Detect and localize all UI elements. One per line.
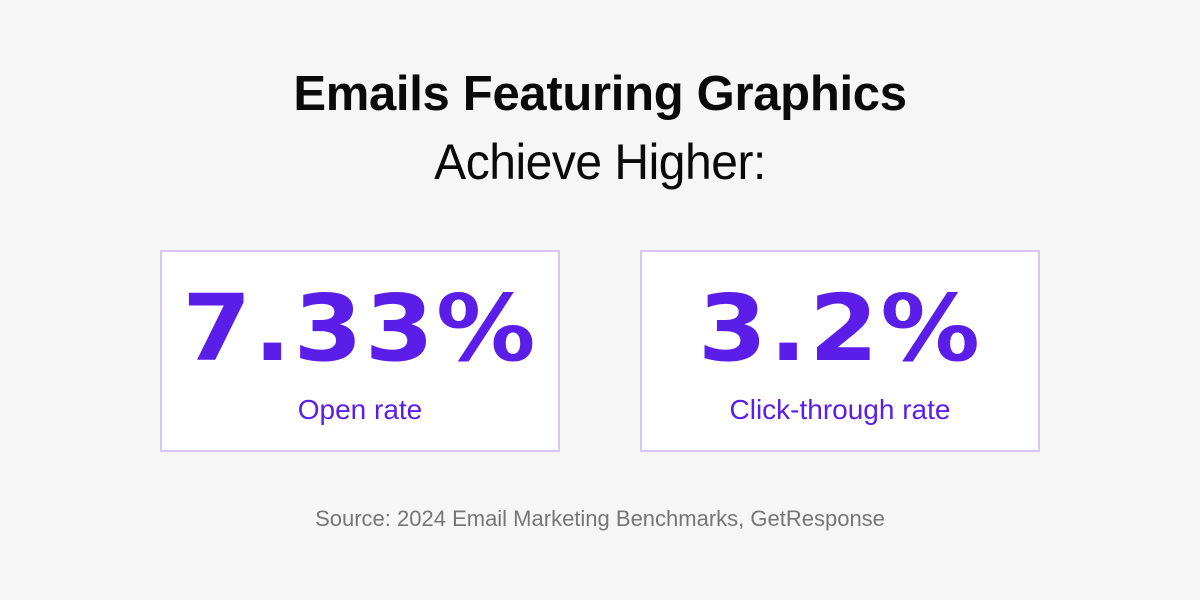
headline-title: Emails Featuring Graphics: [293, 67, 907, 121]
stat-value-open-rate: 7.33%: [182, 275, 538, 382]
stat-label-open-rate: Open rate: [297, 394, 423, 425]
headline-subtitle: Achieve Higher:: [434, 134, 766, 190]
source-citation: Source: 2024 Email Marketing Benchmarks,…: [315, 506, 885, 531]
stat-card-click-through-rate: 3.2% Click-through rate: [640, 250, 1040, 452]
stat-card-open-rate: 7.33% Open rate: [160, 250, 560, 452]
stat-value-click-through-rate: 3.2%: [697, 275, 983, 382]
stat-label-click-through-rate: Click-through rate: [729, 394, 951, 425]
